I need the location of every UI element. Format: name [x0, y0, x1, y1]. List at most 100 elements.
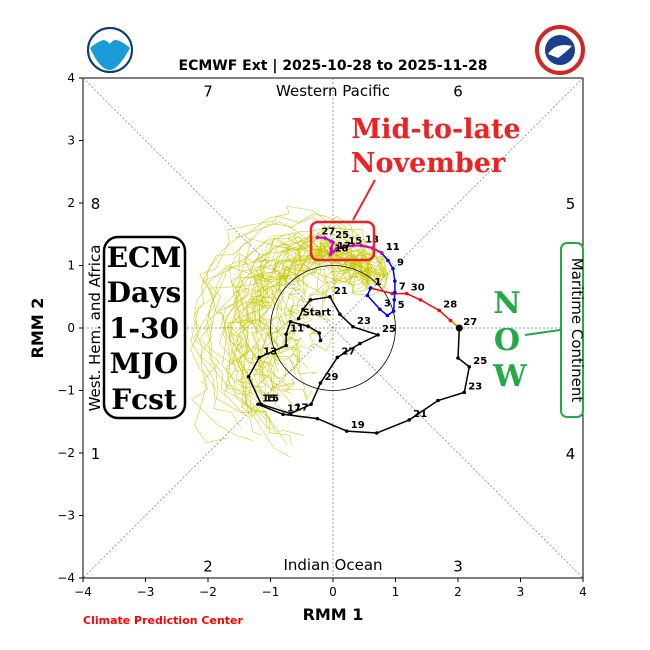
observed-blue-day-label: 7 [399, 281, 406, 292]
x-tick-label: 0 [329, 585, 337, 599]
observed-blue-day-label: 1 [375, 277, 382, 288]
observed-blue-point [378, 307, 382, 312]
maritime-box-frame [560, 242, 584, 418]
forecast-loop-point [315, 416, 320, 421]
now-arrow [524, 329, 561, 336]
x-tick-label: −1 [262, 585, 280, 599]
region-label-right: Maritime Continent [568, 258, 586, 403]
phase-label-4: 4 [566, 445, 576, 463]
observed-magenta-day-label: 25 [335, 230, 349, 241]
x-tick-label: 3 [517, 585, 525, 599]
phase-label-2: 2 [203, 558, 213, 576]
forecast-mean-point [338, 312, 342, 317]
forecast-mean-point [318, 338, 323, 343]
ensemble-member-line [258, 244, 382, 401]
forecast-loop-day-label: 25 [473, 356, 487, 367]
observed-magenta-point [342, 244, 347, 249]
ecm-box-line-1: ECM [107, 241, 182, 274]
observed-magenta-point [323, 236, 327, 240]
ecm-box-line-2: Days [107, 276, 181, 309]
phase-divider-lines [82, 77, 584, 579]
forecast-loop-day-label: 19 [351, 420, 365, 431]
observed-magenta-point [315, 235, 320, 240]
observed-blue-point [386, 258, 390, 263]
ensemble-member-line [237, 273, 380, 402]
observed-magenta-day-label: 17 [337, 241, 351, 252]
forecast-mean-point [335, 355, 340, 360]
observed-magenta-point [334, 246, 339, 251]
x-tick-label: 2 [454, 585, 462, 599]
observed-blue-point [385, 313, 390, 318]
unit-circle [270, 265, 396, 391]
ensemble-member-line [199, 249, 371, 406]
region-label-bottom: Indian Ocean [283, 556, 382, 574]
y-tick-label: 4 [67, 71, 75, 85]
x-axis-label: RMM 1 [303, 605, 364, 624]
forecast-loop-point [281, 412, 285, 417]
observed-blue-point [392, 298, 397, 302]
x-tick-label: 4 [579, 585, 587, 599]
ensemble-member-line [193, 205, 382, 443]
forecast-mean-day-label: 13 [263, 346, 277, 357]
y-tick-label: −2 [57, 446, 75, 460]
forecast-mean-point [318, 381, 323, 385]
mjo-tracks: Start21232527291715131127252321191715130… [246, 226, 487, 435]
callout-line-2: November [351, 148, 506, 179]
observed-blue-day-label: 3 [384, 298, 391, 309]
forecast-mean-day-label: 17 [295, 403, 309, 414]
forecast-mean-point [306, 324, 310, 328]
ensemble-member-line [229, 246, 376, 397]
y-tick-label: −3 [57, 509, 75, 523]
forecast-mean-point [284, 332, 288, 337]
forecast-loop-point [256, 402, 260, 407]
observed-magenta-point [379, 251, 384, 255]
observed-magenta-point [351, 243, 355, 248]
forecast-mean-point [257, 355, 262, 360]
now-letter-n: N [493, 286, 520, 321]
observed-red-point [404, 291, 409, 296]
phase-label-8: 8 [91, 195, 101, 213]
region-label-top: Western Pacific [276, 82, 390, 100]
observed-magenta-day-label: 11 [386, 242, 400, 253]
noaa-logo [87, 27, 133, 73]
now-letter-w: W [492, 359, 528, 394]
mid-late-november-callout: Mid-to-late November [309, 114, 521, 262]
phase-label-5: 5 [566, 195, 576, 213]
ecm-box-frame [102, 235, 187, 420]
forecast-mean-day-label: 25 [382, 324, 396, 335]
observed-red-point [437, 308, 442, 313]
forecast-loop-point [456, 356, 460, 360]
phase-labels: 7 68 51 42 3 [91, 83, 576, 576]
phase-label-1: 1 [91, 445, 101, 463]
forecast-loop-day-label: 27 [463, 317, 477, 328]
forecast-mean-point [288, 319, 293, 324]
ensemble-member-line [206, 213, 387, 421]
y-tick-label: −4 [57, 571, 75, 585]
observed-magenta-point [329, 239, 333, 243]
forecast-mean-point [376, 333, 380, 337]
phase-label-6: 6 [453, 83, 463, 101]
forecast-loop-day-label: 21 [413, 409, 427, 420]
callout-line-1: Mid-to-late [351, 114, 520, 145]
credit-label: Climate Prediction Center [83, 614, 243, 627]
forecast-loop-day-label: 23 [468, 381, 482, 392]
ensemble-member-line [190, 215, 387, 429]
ecm-box-line-4: MJO [110, 347, 179, 380]
maritime-continent-box: Maritime Continent [560, 242, 586, 418]
forecast-loop-point [462, 390, 467, 395]
x-tick-label: −3 [137, 585, 155, 599]
forecast-mean-day-label: 15 [265, 393, 279, 404]
ensemble-member-line [252, 256, 372, 384]
forecast-mean-point [296, 316, 301, 321]
forecast-mean-point [317, 331, 322, 335]
observed-blue-point [393, 279, 397, 283]
now-letter-o: O [494, 323, 520, 358]
observed-blue-day-label: 9 [397, 258, 404, 269]
x-tick-label: −4 [74, 585, 92, 599]
forecast-mean-point [308, 298, 313, 302]
y-tick-label: 0 [67, 321, 75, 335]
ensemble-member-line [247, 235, 373, 411]
forecast-mean-point [301, 307, 305, 312]
forecast-mean-day-label: 29 [325, 372, 339, 383]
